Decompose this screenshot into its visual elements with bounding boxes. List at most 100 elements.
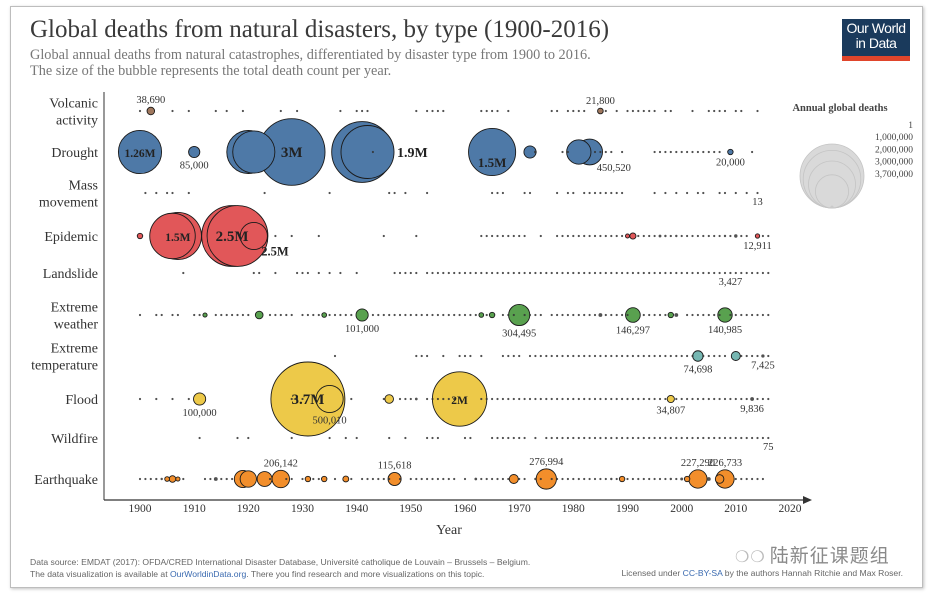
bubble-earthquake-1936[interactable] bbox=[333, 477, 337, 481]
bubble-wildfire-1993[interactable] bbox=[642, 436, 645, 440]
bubble-wildfire-1961[interactable] bbox=[469, 436, 472, 440]
bubble-landslide-1987[interactable] bbox=[610, 271, 613, 275]
bubble-extreme-temperature-1980[interactable] bbox=[572, 354, 575, 358]
bubble-volcanic-activity-1966[interactable] bbox=[496, 109, 499, 113]
bubble-flood-1929[interactable] bbox=[296, 397, 299, 401]
bubble-earthquake-1953[interactable] bbox=[426, 477, 429, 481]
bubble-drought-1921[interactable] bbox=[232, 130, 276, 174]
bubble-epidemic-1965[interactable] bbox=[491, 234, 494, 238]
bubble-extreme-temperature-1974[interactable] bbox=[539, 354, 542, 358]
bubble-extreme-temperature-1994[interactable] bbox=[648, 354, 651, 358]
bubble-extreme-temperature-1991[interactable] bbox=[631, 354, 635, 358]
bubble-extreme-weather-1957[interactable] bbox=[447, 313, 450, 317]
bubble-landslide-1997[interactable] bbox=[664, 271, 667, 275]
bubble-volcanic-activity-2014[interactable] bbox=[756, 109, 759, 113]
bubble-volcanic-activity-1902[interactable] bbox=[146, 106, 156, 116]
bubble-volcanic-activity-1988[interactable] bbox=[615, 109, 618, 113]
bubble-extreme-weather-1936[interactable] bbox=[333, 313, 337, 317]
bubble-volcanic-activity-1964[interactable] bbox=[485, 109, 488, 113]
bubble-landslide-1995[interactable] bbox=[653, 271, 656, 275]
bubble-earthquake-2010[interactable] bbox=[734, 477, 737, 481]
bubble-mass-movement-1949[interactable] bbox=[404, 191, 407, 195]
bubble-flood-1982[interactable] bbox=[583, 397, 586, 401]
bubble-volcanic-activity-1941[interactable] bbox=[361, 109, 364, 113]
bubble-flood-1903[interactable] bbox=[155, 397, 158, 401]
bubble-extreme-temperature-1996[interactable] bbox=[658, 354, 662, 358]
bubble-extreme-weather-1973[interactable] bbox=[534, 313, 537, 317]
bubble-extreme-weather-1912[interactable] bbox=[202, 312, 208, 318]
bubble-extreme-weather-1935[interactable] bbox=[328, 313, 331, 317]
bubble-landslide-1988[interactable] bbox=[615, 271, 618, 275]
bubble-extreme-weather-1969[interactable] bbox=[512, 313, 515, 317]
bubble-extreme-weather-1997[interactable] bbox=[664, 313, 667, 317]
bubble-extreme-temperature-1998[interactable] bbox=[669, 354, 672, 358]
bubble-mass-movement-1986[interactable] bbox=[604, 191, 607, 195]
bubble-extreme-weather-1968[interactable] bbox=[507, 313, 510, 317]
bubble-extreme-temperature-1978[interactable] bbox=[561, 354, 564, 358]
bubble-flood-1993[interactable] bbox=[642, 397, 645, 401]
bubble-earthquake-1956[interactable] bbox=[442, 477, 445, 481]
bubble-landslide-2013[interactable] bbox=[751, 271, 754, 275]
bubble-epidemic-1993[interactable] bbox=[642, 234, 645, 238]
bubble-volcanic-activity-1955[interactable] bbox=[436, 109, 439, 113]
bubble-flood-1996[interactable] bbox=[658, 397, 662, 401]
bubble-wildfire-2010[interactable] bbox=[734, 436, 737, 440]
bubble-wildfire-2016[interactable] bbox=[767, 436, 770, 440]
bubble-flood-1958[interactable] bbox=[453, 397, 456, 401]
bubble-wildfire-1938[interactable] bbox=[344, 436, 347, 440]
bubble-flood-2010[interactable] bbox=[734, 397, 737, 401]
bubble-landslide-2003[interactable] bbox=[696, 271, 700, 275]
bubble-drought-1987[interactable] bbox=[610, 150, 613, 154]
bubble-epidemic-1996[interactable] bbox=[658, 234, 662, 238]
bubble-earthquake-1904[interactable] bbox=[160, 477, 163, 481]
bubble-extreme-weather-2005[interactable] bbox=[707, 313, 710, 317]
bubble-landslide-1956[interactable] bbox=[442, 271, 445, 275]
bubble-extreme-temperature-1981[interactable] bbox=[577, 354, 580, 358]
bubble-mass-movement-1995[interactable] bbox=[653, 191, 656, 195]
bubble-drought-1942[interactable] bbox=[340, 125, 395, 179]
bubble-drought-1981[interactable] bbox=[566, 139, 592, 165]
bubble-mass-movement-1982[interactable] bbox=[583, 191, 586, 195]
bubble-epidemic-2001[interactable] bbox=[686, 234, 689, 238]
bubble-wildfire-1911[interactable] bbox=[198, 436, 201, 440]
bubble-extreme-temperature-1995[interactable] bbox=[653, 354, 656, 358]
bubble-landslide-1931[interactable] bbox=[306, 271, 309, 275]
bubble-earthquake-1946[interactable] bbox=[388, 477, 391, 481]
bubble-flood-1997[interactable] bbox=[664, 397, 667, 401]
bubble-extreme-weather-2013[interactable] bbox=[751, 313, 754, 317]
bubble-mass-movement-2012[interactable] bbox=[745, 191, 748, 195]
bubble-wildfire-2000[interactable] bbox=[680, 436, 683, 440]
bubble-flood-1971[interactable] bbox=[523, 397, 526, 401]
bubble-landslide-1963[interactable] bbox=[480, 271, 483, 275]
bubble-landslide-2007[interactable] bbox=[718, 271, 721, 275]
bubble-epidemic-2014[interactable] bbox=[754, 233, 761, 239]
bubble-flood-1991[interactable] bbox=[631, 397, 635, 401]
bubble-wildfire-1954[interactable] bbox=[431, 436, 434, 440]
bubble-earthquake-1944[interactable] bbox=[377, 477, 380, 481]
bubble-landslide-1972[interactable] bbox=[528, 271, 532, 275]
bubble-epidemic-1970[interactable] bbox=[518, 234, 521, 238]
bubble-volcanic-activity-1965[interactable] bbox=[491, 109, 494, 113]
bubble-flood-1967[interactable] bbox=[501, 397, 504, 401]
bubble-extreme-weather-1991[interactable] bbox=[625, 307, 641, 323]
bubble-wildfire-1946[interactable] bbox=[388, 436, 391, 440]
bubble-epidemic-1925[interactable] bbox=[274, 234, 277, 238]
bubble-landslide-1980[interactable] bbox=[572, 271, 575, 275]
bubble-drought-1900[interactable] bbox=[117, 129, 163, 175]
bubble-extreme-weather-1933[interactable] bbox=[317, 313, 320, 317]
bubble-volcanic-activity-1998[interactable] bbox=[669, 109, 672, 113]
bubble-extreme-weather-2009[interactable] bbox=[729, 313, 732, 317]
bubble-flood-1970[interactable] bbox=[518, 397, 521, 401]
bubble-landslide-2005[interactable] bbox=[707, 271, 710, 275]
bubble-flood-1956[interactable] bbox=[442, 397, 445, 401]
bubble-drought-1986[interactable] bbox=[604, 150, 607, 154]
bubble-earthquake-1998[interactable] bbox=[669, 477, 673, 481]
bubble-earthquake-1981[interactable] bbox=[577, 477, 580, 481]
bubble-mass-movement-1953[interactable] bbox=[426, 191, 429, 195]
bubble-earthquake-1915[interactable] bbox=[220, 477, 223, 481]
bubble-wildfire-1998[interactable] bbox=[669, 436, 672, 440]
bubble-epidemic-1992[interactable] bbox=[637, 234, 640, 238]
bubble-extreme-temperature-2003[interactable] bbox=[692, 350, 704, 362]
bubble-extreme-weather-1985[interactable] bbox=[598, 313, 603, 317]
bubble-flood-1980[interactable] bbox=[572, 397, 575, 401]
